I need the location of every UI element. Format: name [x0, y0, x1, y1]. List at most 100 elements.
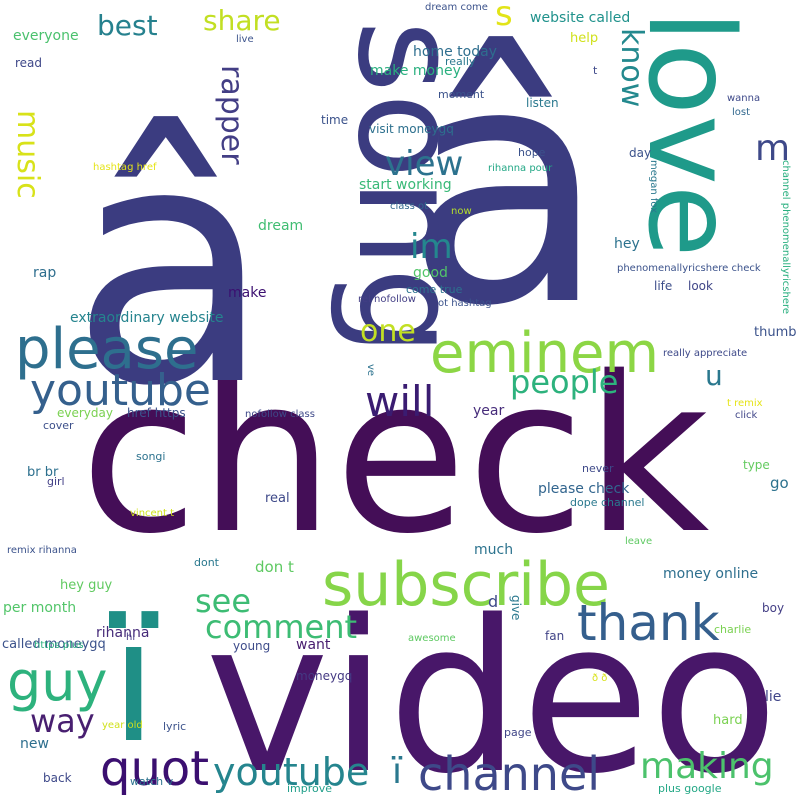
word-will: will	[365, 377, 434, 426]
word-href-https: href https	[127, 406, 186, 420]
word-help: help	[570, 31, 598, 46]
word-m: m	[755, 128, 790, 169]
word-vincent-t: vincent t	[130, 508, 174, 519]
word-moneygq: moneygq	[296, 669, 352, 683]
word-new: new	[20, 736, 49, 752]
word-awesome: awesome	[408, 633, 456, 644]
word-called-moneygq: called moneygq	[2, 637, 106, 652]
word-please-check: please check	[538, 481, 630, 497]
word-rapper: rapper	[214, 65, 249, 165]
word-thumb: thumb	[754, 325, 797, 340]
word-real: real	[265, 491, 290, 506]
word-make: make	[228, 285, 266, 301]
word-don-t: don t	[255, 558, 294, 576]
word-charlie: charlie	[714, 623, 751, 636]
word-s: s	[495, 0, 513, 34]
word-year-old: year old	[102, 720, 143, 731]
word-check: check	[80, 330, 709, 581]
word-please: please	[15, 317, 199, 382]
word-d: d	[488, 592, 498, 611]
word-megan-fox: megan fox	[648, 160, 659, 213]
word-ot-hashtag: ot hashtag	[438, 298, 492, 309]
word-plus-google: plus google	[658, 782, 722, 795]
word-love: love	[622, 10, 760, 257]
word-extraordinary-website: extraordinary website	[70, 310, 224, 326]
word-young: young	[233, 639, 270, 653]
word-ve: ve	[365, 364, 376, 376]
word-quot: quot	[100, 741, 209, 797]
word-type: type	[743, 458, 770, 472]
word-dream: dream	[258, 218, 303, 234]
word-much: much	[474, 542, 513, 558]
word-video: video	[205, 575, 779, 800]
word-really: really	[445, 55, 476, 68]
word-rihanna-pour: rihanna pour	[488, 163, 553, 174]
word-improve: improve	[287, 782, 332, 795]
word-home-today: home today	[413, 44, 497, 60]
word-rel-nofollow: rel nofollow	[358, 294, 416, 305]
word-guy: guy	[7, 650, 107, 713]
word-phenomenallyricshere-check: phenomenallyricshere check	[617, 263, 761, 274]
word-: ï	[391, 751, 403, 792]
word-dream-come: dream come	[425, 2, 488, 13]
word-making: making	[640, 746, 774, 787]
word-one: one	[360, 314, 416, 349]
word-hi: hi	[126, 632, 135, 643]
word-really-appreciate: really appreciate	[663, 348, 747, 359]
word-u: u	[705, 359, 723, 392]
word-channel-phenomenallyricshere: channel phenomenallyricshere	[780, 160, 791, 314]
word-class-ot: class ot	[390, 201, 428, 212]
word-time: time	[321, 113, 348, 127]
word-visit-moneygq: visit moneygq	[369, 122, 454, 136]
word-hey-guy: hey guy	[60, 578, 113, 593]
word-best: best	[97, 9, 158, 42]
word-boy: boy	[762, 601, 784, 615]
word-live: live	[236, 34, 254, 45]
word-website-called: website called	[530, 10, 630, 26]
word-read: read	[15, 56, 42, 70]
word-eminem: eminem	[430, 321, 659, 386]
word-leave: leave	[625, 536, 652, 547]
word-comment: comment	[205, 608, 357, 646]
word-youtube: youtube	[213, 750, 369, 794]
word-lost: lost	[732, 107, 750, 118]
word-year: year	[473, 403, 504, 419]
word-cover: cover	[43, 419, 74, 432]
word-watch-v: watch v	[130, 775, 174, 788]
word-hashtag-href: hashtag href	[93, 162, 157, 173]
word-wanna: wanna	[727, 93, 760, 104]
word-per-month: per month	[3, 600, 76, 616]
word-: â	[405, 0, 607, 378]
word-songi: songi	[136, 450, 165, 463]
word-girl: girl	[47, 475, 65, 488]
word-t: t	[593, 64, 598, 77]
word-: ð ð	[592, 673, 607, 684]
word-now: now	[451, 206, 472, 217]
word-everyday: everyday	[57, 406, 113, 420]
word-day: day	[629, 146, 651, 160]
word-rap: rap	[33, 265, 56, 281]
word-: â	[70, 74, 272, 458]
word-go: go	[770, 474, 789, 492]
word-dope-channel: dope channel	[570, 496, 645, 509]
word-channel: channel	[418, 747, 600, 800]
word-hey: hey	[614, 236, 640, 252]
word-im: im	[410, 227, 453, 267]
word-view: view	[385, 144, 463, 184]
word-way: way	[30, 702, 95, 740]
word-page: page	[504, 726, 532, 739]
word-remix-rihanna: remix rihanna	[7, 545, 77, 556]
word-youtube: youtube	[30, 365, 211, 416]
word-people: people	[510, 363, 618, 401]
word-dont: dont	[194, 556, 220, 569]
word-hard: hard	[713, 713, 743, 728]
word-life: life	[654, 279, 672, 293]
word-fan: fan	[545, 629, 564, 643]
word-thank: thank	[577, 594, 720, 652]
word-: ï	[109, 583, 159, 781]
word-moment: moment	[438, 88, 485, 101]
word-never: never	[582, 462, 614, 475]
word-click: click	[735, 410, 758, 421]
